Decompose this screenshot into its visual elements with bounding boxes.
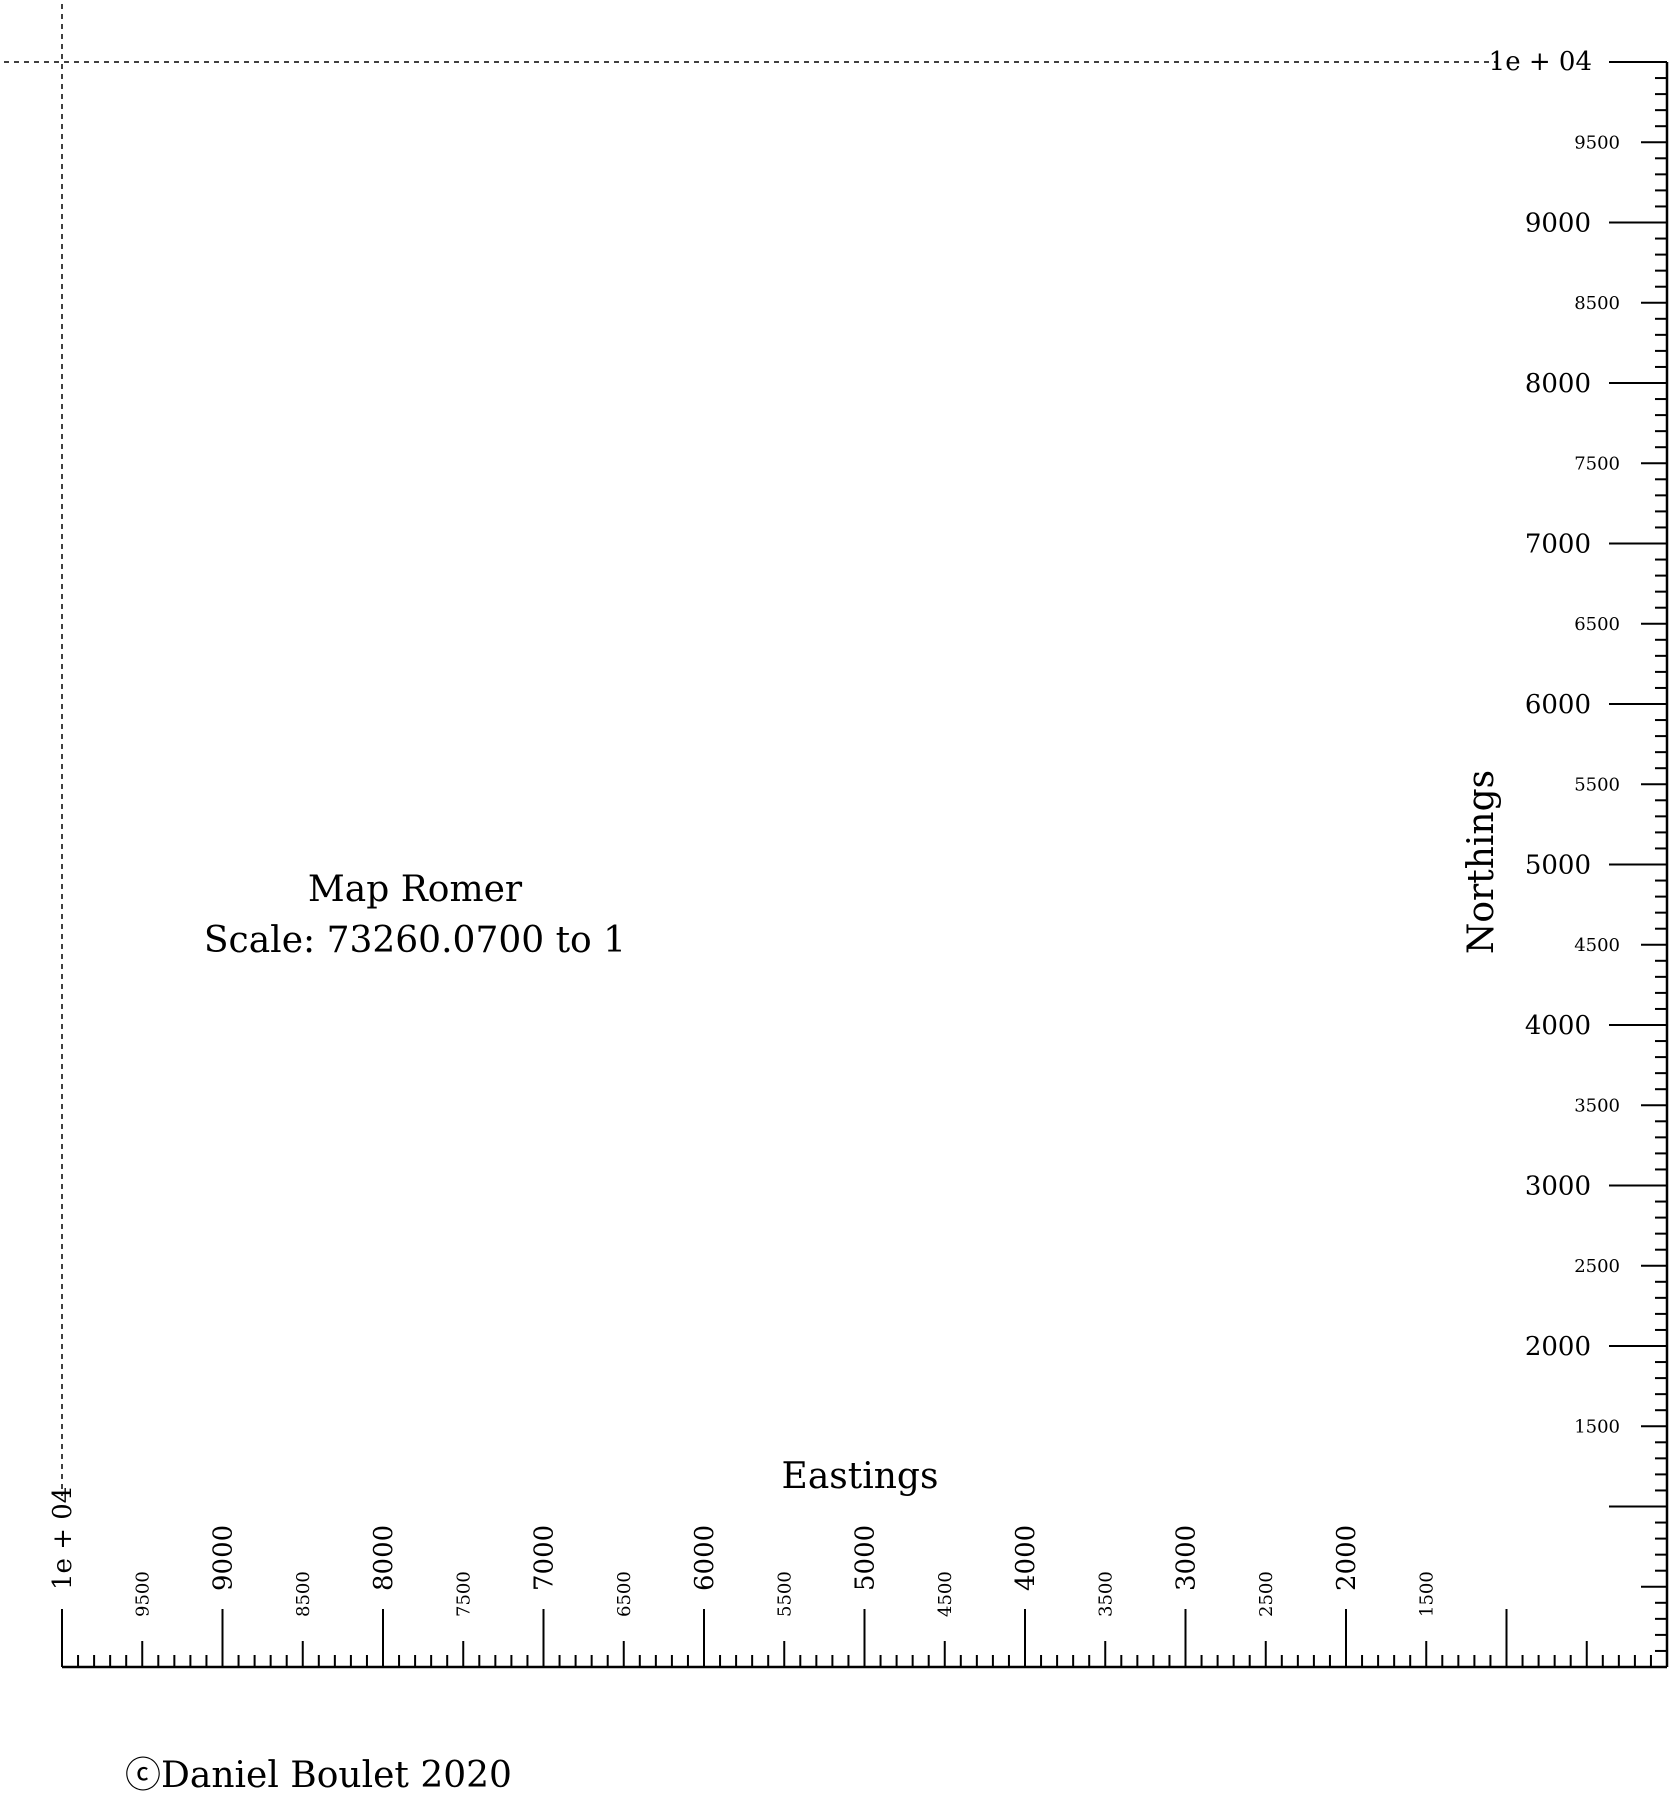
northing-tick-label: 3500: [1574, 1095, 1620, 1116]
easting-tick-label: 8500: [293, 1571, 314, 1617]
northing-tick-label: 4500: [1574, 935, 1620, 956]
northing-tick-label: 2500: [1574, 1256, 1620, 1277]
easting-tick-label: 2500: [1256, 1571, 1277, 1617]
northing-tick-label: 4000: [1525, 1011, 1591, 1041]
copyright-text: ⓒDaniel Boulet 2020: [125, 1755, 512, 1796]
easting-tick-label: 4500: [935, 1571, 956, 1617]
easting-tick-label: 3500: [1095, 1571, 1116, 1617]
easting-max-label: 1e + 04: [48, 1487, 78, 1590]
northing-axis-label: Northings: [1461, 770, 1502, 954]
romer-scale-text: Scale: 73260.0700 to 1: [204, 920, 626, 961]
ruler-ticks: [61, 61, 1668, 1668]
easting-tick-label: 5000: [851, 1525, 881, 1591]
northing-tick-label: 2000: [1525, 1332, 1591, 1362]
northing-tick-label: 5000: [1525, 851, 1591, 881]
easting-tick-label: 7000: [530, 1525, 560, 1591]
easting-tick-label: 6500: [614, 1571, 635, 1617]
easting-tick-label: 9000: [209, 1525, 239, 1591]
easting-tick-label: 8000: [369, 1525, 399, 1591]
easting-tick-label: 6000: [690, 1525, 720, 1591]
northing-tick-label: 8000: [1525, 369, 1591, 399]
northing-tick-label: 6000: [1525, 690, 1591, 720]
easting-tick-label: 2000: [1332, 1525, 1362, 1591]
northing-tick-label: 1500: [1574, 1416, 1620, 1437]
easting-tick-label: 9500: [132, 1571, 153, 1617]
ruler-labels: 9500 9000 8500 8000 7500 7000 6500 6000 5500 5000…: [132, 132, 1620, 1617]
northing-tick-label: 8500: [1574, 293, 1620, 314]
romer-title: Map Romer: [308, 869, 523, 910]
northing-max-label: 1e + 04: [1489, 47, 1592, 77]
northing-tick-label: 9500: [1574, 132, 1620, 153]
northing-tick-label: 7000: [1525, 530, 1591, 560]
easting-axis-label: Eastings: [782, 1456, 939, 1497]
northing-tick-label: 9000: [1525, 209, 1591, 239]
northing-tick-label: 6500: [1574, 614, 1620, 635]
easting-tick-label: 3000: [1172, 1525, 1202, 1591]
northing-tick-label: 5500: [1574, 774, 1620, 795]
easting-tick-label: 4000: [1011, 1525, 1041, 1591]
easting-tick-label: 5500: [774, 1571, 795, 1617]
northing-tick-label: 3000: [1525, 1172, 1591, 1202]
easting-tick-label: 1500: [1416, 1571, 1437, 1617]
northing-tick-label: 7500: [1574, 453, 1620, 474]
easting-tick-label: 7500: [453, 1571, 474, 1617]
